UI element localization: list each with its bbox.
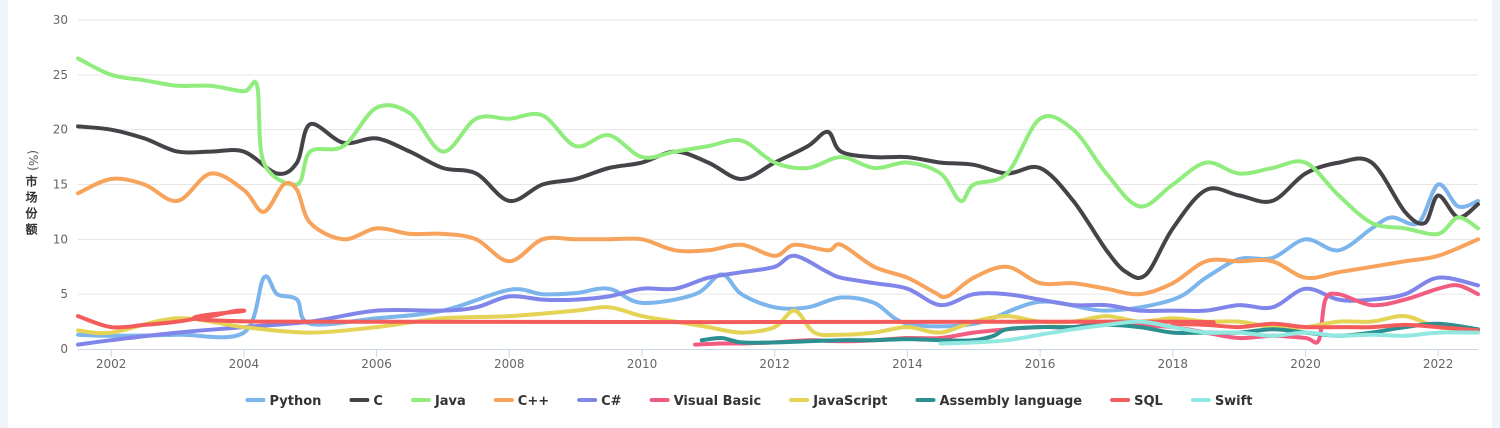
- legend-label: Java: [434, 394, 466, 409]
- series-line-swift[interactable]: [938, 319, 1480, 346]
- x-tick-label: 2012: [759, 357, 790, 371]
- legend-item-sql[interactable]: SQL: [1110, 394, 1163, 409]
- x-tick-label: 2022: [1423, 357, 1454, 371]
- legend-item-c[interactable]: C++: [493, 394, 549, 409]
- legend-label: SQL: [1134, 394, 1163, 409]
- legend-item-javascript[interactable]: JavaScript: [789, 394, 888, 409]
- x-tick-label: 2018: [1158, 357, 1189, 371]
- series-line-python[interactable]: [76, 182, 1480, 340]
- y-axis-ticks: 0 5 10 15 20 25 30: [53, 13, 68, 356]
- y-tick-label: 15: [53, 178, 68, 192]
- x-tick-label: 2004: [229, 357, 260, 371]
- x-tick-label: 2016: [1025, 357, 1056, 371]
- legend-label: C#: [601, 394, 622, 409]
- y-axis-title: 市场份额: [24, 174, 38, 239]
- x-tick-label: 2010: [627, 357, 658, 371]
- series-line-c[interactable]: [76, 171, 1480, 300]
- legend-item-visual-basic[interactable]: Visual Basic: [649, 394, 762, 409]
- legend-label: Visual Basic: [674, 394, 762, 409]
- y-tick-label: 10: [53, 232, 68, 246]
- legend-item-python[interactable]: Python: [245, 394, 321, 409]
- series-line-c[interactable]: [76, 253, 1480, 347]
- x-tick-label: 2006: [361, 357, 392, 371]
- y-tick-label: 20: [53, 123, 68, 137]
- series-line-java[interactable]: [76, 56, 1480, 237]
- legend-item-swift[interactable]: Swift: [1190, 394, 1253, 409]
- x-tick-label: 2008: [494, 357, 525, 371]
- x-axis: 2002 2004 2006 2008 2010 2012 2014 2016 2018 2020…: [78, 349, 1478, 371]
- y-tick-label: 30: [53, 13, 68, 27]
- series-lines: [76, 56, 1480, 347]
- legend-label: Swift: [1215, 394, 1253, 409]
- y-axis-label: (%) 市场份额: [22, 150, 40, 239]
- y-tick-label: 5: [60, 287, 68, 301]
- series-line-c[interactable]: [76, 121, 1480, 280]
- legend-label: Assembly language: [940, 394, 1083, 409]
- grid-lines: [78, 19, 1478, 295]
- legend-label: Python: [269, 394, 321, 409]
- chart-frame: 0 5 10 15 20 25 30 2002 2004 2006 2008 2010 2012 201…: [8, 0, 1492, 428]
- legend-label: JavaScript: [812, 394, 887, 409]
- x-tick-label: 2020: [1290, 357, 1321, 371]
- x-tick-label: 2014: [892, 357, 923, 371]
- legend-label: C: [373, 394, 383, 409]
- x-tick-label: 2002: [96, 357, 127, 371]
- line-chart: 0 5 10 15 20 25 30 2002 2004 2006 2008 2010 2012 201…: [53, 13, 1480, 409]
- y-tick-label: 25: [53, 68, 68, 82]
- legend-item-c[interactable]: C: [349, 394, 383, 409]
- y-tick-label: 0: [60, 342, 68, 356]
- legend: Python C Java C++ C# Visual Basic JavaScript As…: [245, 394, 1253, 409]
- series-line-sql[interactable]: [76, 308, 1480, 333]
- legend-label: C++: [518, 394, 549, 409]
- legend-item-c[interactable]: C#: [577, 394, 622, 409]
- y-axis-unit: (%): [26, 150, 40, 171]
- legend-item-assembly-language[interactable]: Assembly language: [915, 394, 1083, 409]
- legend-item-java[interactable]: Java: [410, 394, 466, 409]
